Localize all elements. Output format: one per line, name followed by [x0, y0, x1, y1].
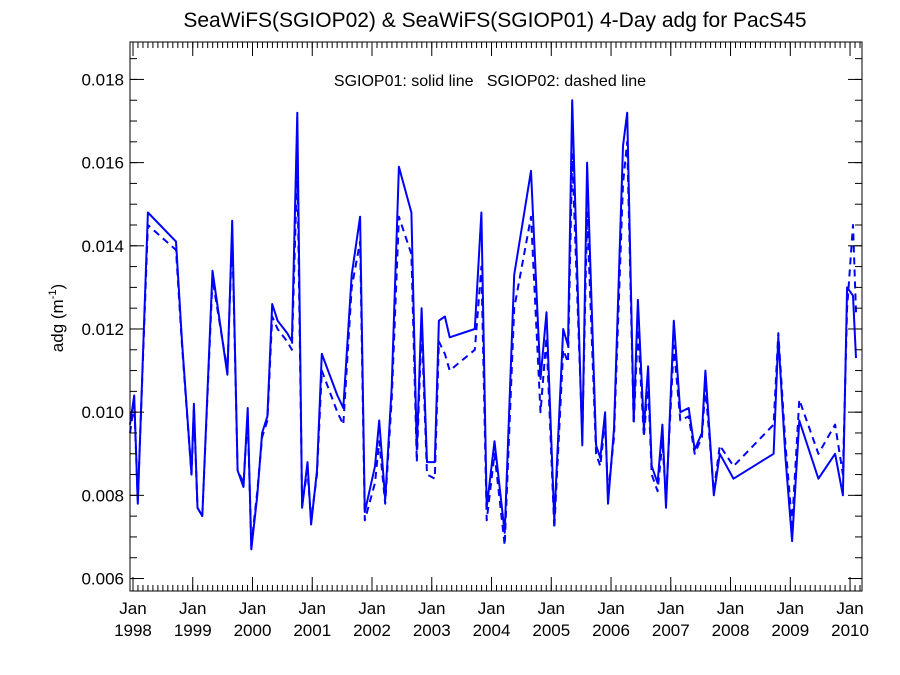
axes-layer	[129, 41, 863, 592]
x-tick-year-label: 2003	[413, 621, 451, 640]
x-tick-year-label: 1998	[114, 621, 152, 640]
series-line-sgiop01	[129, 99, 857, 551]
x-tick-month-label: Jan	[657, 599, 684, 618]
x-tick-year-label: 1999	[174, 621, 212, 640]
x-tick-month-label: Jan	[777, 599, 804, 618]
chart-title: SeaWiFS(SGIOP02) & SeaWiFS(SGIOP01) 4-Da…	[183, 9, 806, 32]
x-tick-month-label: Jan	[478, 599, 505, 618]
x-tick-month-label: Jan	[358, 599, 385, 618]
x-tick-year-label: 2005	[532, 621, 570, 640]
line-style-annotation: SGIOP01: solid line SGIOP02: dashed line	[334, 73, 646, 90]
y-tick-label: 0.018	[81, 70, 124, 89]
x-tick-month-label: Jan	[119, 599, 146, 618]
plot-frame	[129, 41, 863, 592]
x-tick-year-label: 2010	[831, 621, 869, 640]
x-tick-year-label: 2006	[592, 621, 630, 640]
x-tick-month-label: Jan	[717, 599, 744, 618]
x-tick-year-label: 2009	[771, 621, 809, 640]
ticks-layer: 0.006 0.008 0.010 0.012 0.014 0.016 0.018 Jan 19…	[81, 42, 869, 640]
x-tick-month-label: Jan	[597, 599, 624, 618]
series-line-sgiop02	[129, 140, 857, 547]
x-tick-year-label: 2000	[234, 621, 272, 640]
x-tick-year-label: 2007	[652, 621, 690, 640]
y-axis-label: adg (m-1)	[47, 284, 67, 352]
x-tick-year-label: 2008	[712, 621, 750, 640]
x-tick-month-label: Jan	[299, 599, 326, 618]
y-tick-label: 0.006	[81, 570, 124, 589]
y-tick-label: 0.008	[81, 486, 124, 505]
x-tick-month-label: Jan	[418, 599, 445, 618]
x-tick-month-label: Jan	[538, 599, 565, 618]
series-layer	[129, 99, 857, 551]
x-tick-year-label: 2004	[473, 621, 511, 640]
y-axis-label-end: )	[48, 284, 67, 290]
x-tick-month-label: Jan	[239, 599, 266, 618]
y-tick-label: 0.014	[81, 237, 124, 256]
x-tick-month-label: Jan	[179, 599, 206, 618]
y-tick-label: 0.010	[81, 403, 124, 422]
x-tick-year-label: 2002	[353, 621, 391, 640]
y-tick-label: 0.012	[81, 320, 124, 339]
svg-text:adg (m-1): adg (m-1)	[47, 284, 67, 352]
y-tick-label: 0.016	[81, 154, 124, 173]
x-tick-month-label: Jan	[836, 599, 863, 618]
y-axis-label-main: adg (m	[48, 299, 67, 352]
x-tick-year-label: 2001	[293, 621, 331, 640]
y-axis-label-superscript: -1	[47, 289, 59, 299]
